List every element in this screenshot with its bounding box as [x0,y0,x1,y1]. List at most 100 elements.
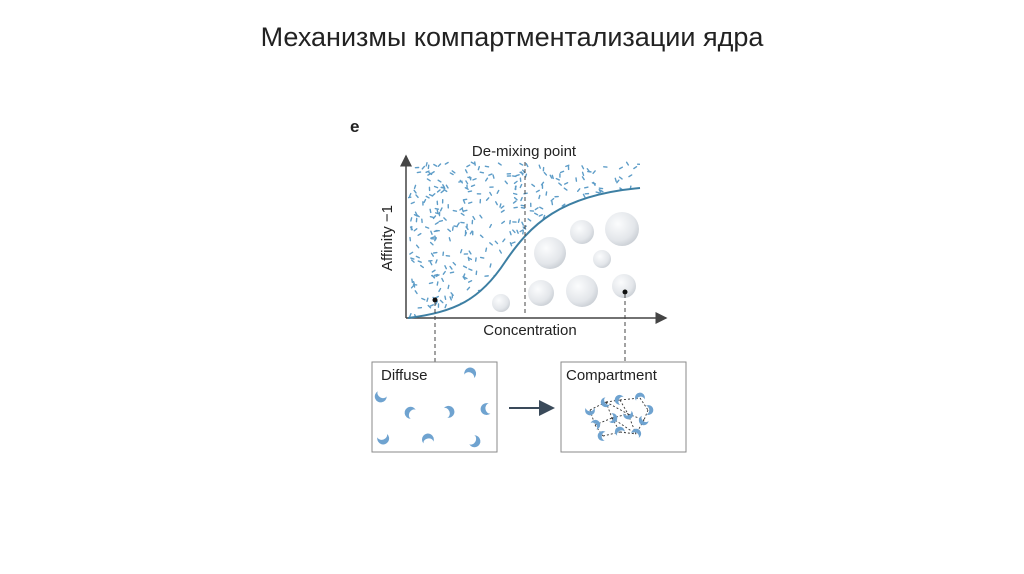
molecule-dash [527,218,532,222]
molecule-dash [427,304,432,309]
molecule-dash [632,259,637,263]
molecule-dash [635,263,640,267]
molecule-dash [568,226,571,232]
droplet [566,275,598,307]
molecule-dash [561,273,566,276]
molecule-dash [633,202,639,205]
molecule-dash [513,196,518,201]
molecule-dash [510,311,516,314]
molecule-dash [456,222,460,227]
molecule-dash [441,277,445,283]
molecule-dash [430,252,434,257]
molecule-dash [438,287,442,293]
molecule-dash [534,207,539,211]
molecule-dash [529,278,533,283]
molecule-dash [636,195,640,200]
molecule-dash [589,270,593,275]
molecule-dash [442,270,446,275]
molecule-dash [463,209,468,212]
molecule-dash [435,300,439,305]
molecule-dash [622,197,627,201]
molecule-dash [452,261,457,266]
molecule-dash [449,271,455,274]
molecule-dash [459,248,463,254]
molecule-dash [469,230,473,235]
molecule-dash [467,190,473,193]
molecule-dash [436,281,439,286]
molecule-dash [608,194,613,198]
molecule-crescent [597,431,606,441]
molecule-dash [433,273,439,277]
molecule-crescent [377,433,390,445]
molecule-dash [558,182,562,186]
molecule-dash [424,226,430,229]
molecule-dash [511,314,517,318]
molecule-crescent [623,410,633,420]
molecule-dash [413,189,417,194]
molecule-dash [467,280,473,283]
molecule-dash [431,269,436,273]
molecule-dash [461,207,464,213]
molecule-dash [509,230,512,236]
molecule-dash [521,301,525,306]
molecule-dash [489,223,493,229]
molecule-dash [581,165,585,170]
molecule-dash [465,180,469,185]
molecule-dash [432,215,437,220]
molecule-dash [513,206,518,209]
molecule-dash [559,170,565,174]
molecule-dash [413,228,418,232]
molecule-crescent [635,392,645,401]
molecule-dash [468,250,472,255]
x-axis-label: Concentration [483,322,576,339]
molecule-dash [504,180,508,185]
molecule-dash [447,284,450,290]
molecule-dash [470,161,475,165]
molecule-dash [472,215,476,221]
molecule-dash [499,249,503,254]
molecule-dash [549,174,553,179]
molecule-dash [435,259,438,264]
molecule-dash [501,288,504,294]
molecule-dash [468,268,473,271]
molecule-dash [464,232,468,237]
molecule-dash [479,214,483,219]
molecule-dash [614,177,617,183]
molecule-dash [477,165,481,171]
molecule-dash [548,220,553,224]
molecule-dash [525,247,530,251]
molecule-dash [555,234,559,239]
molecule-dash [584,186,589,189]
molecule-dash [430,171,435,175]
molecule-dash [551,200,554,206]
molecule-dash [472,178,477,181]
molecule-dash [592,170,596,175]
molecule-dash [582,193,586,198]
molecule-dash [410,217,413,222]
molecule-dash [519,183,523,189]
molecule-dash [516,229,519,234]
molecule-dash [488,173,493,176]
molecule-dash [415,255,420,259]
molecule-dash [413,184,417,190]
molecule-dash [572,260,577,265]
molecule-dash [632,262,636,267]
molecule-dash [469,176,472,181]
molecule-dash [633,166,638,170]
molecule-crescent [421,433,434,444]
molecule-dash [561,203,566,207]
molecule-dash [523,192,528,195]
molecule-dash [618,262,622,267]
molecule-dash [425,195,430,199]
molecule-dash [464,169,468,174]
molecule-dash [583,215,587,220]
molecule-dash [504,273,507,279]
molecule-dash [429,215,435,219]
molecule-dash [559,296,564,300]
molecule-dash [485,197,490,201]
compartment-sample-point [622,289,628,295]
molecule-dash [429,241,434,246]
molecule-dash [479,234,484,239]
molecule-dash [594,220,599,224]
molecule-dash [433,163,438,167]
